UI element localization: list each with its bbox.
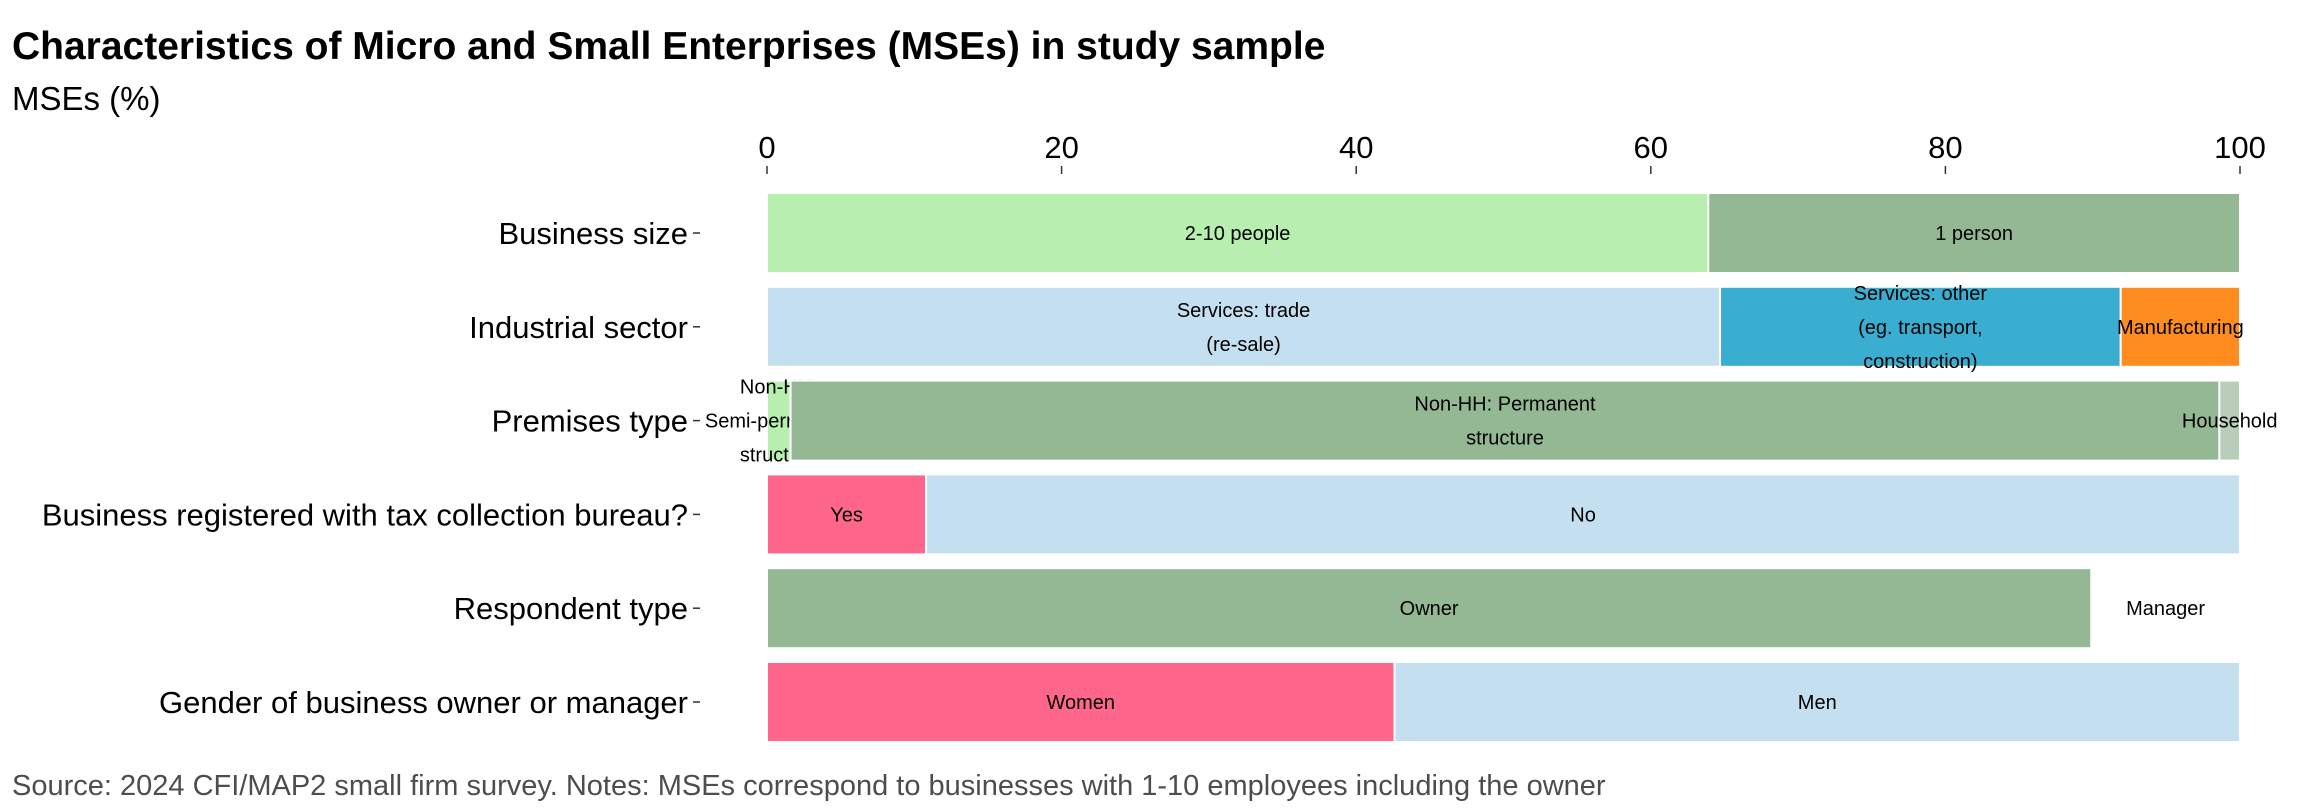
category-label: Business registered with tax collection … [42, 497, 688, 532]
bar-segment [1393, 661, 2242, 743]
category-label: Respondent type [454, 591, 688, 626]
bar-row: Gender of business owner or manager Women… [159, 661, 2242, 743]
bar-row: Business size 2-10 people 1 person [498, 192, 2241, 274]
bar-rows: Business size 2-10 people 1 person Industri… [42, 192, 2278, 743]
x-tick-label: 20 [1044, 130, 1078, 165]
x-tick-label: 60 [1634, 130, 1668, 165]
bar-segment [2218, 379, 2241, 462]
bar-row: Business registered with tax collection … [42, 473, 2241, 556]
x-tick-label: 40 [1339, 130, 1373, 165]
segment-label: Household [2182, 411, 2278, 433]
segment-label: Women [1046, 692, 1115, 714]
bar-segment [766, 661, 1396, 743]
segment-label: (re-sale) [1206, 334, 1280, 356]
bar-row: Respondent type Owner Manager [454, 567, 2240, 650]
segment-label: Manager [2126, 598, 2205, 620]
segment-label: Non-HH: Permanent [1414, 394, 1596, 416]
x-tick-label: 0 [758, 130, 775, 165]
bar-row: Premises typeNon-HH:Semi-permanentstruct… [492, 377, 2278, 467]
segment-label: Services: other [1854, 283, 1988, 305]
segment-label: Manufacturing [2117, 317, 2244, 339]
category-label: Premises type [492, 404, 688, 439]
chart-caption: Source: 2024 CFI/MAP2 small firm survey.… [12, 770, 1606, 802]
segment-label: No [1570, 504, 1596, 526]
segment-label: 2-10 people [1185, 223, 1291, 245]
segment-label: Services: trade [1177, 300, 1310, 322]
segment-label: (eg. transport, [1858, 317, 1983, 339]
chart-title: Characteristics of Micro and Small Enter… [12, 25, 1325, 68]
bar-segment [1707, 192, 2241, 274]
x-tick-label: 80 [1928, 130, 1962, 165]
bar-segment [2119, 285, 2242, 368]
bar-segment [2091, 568, 2240, 649]
segment-label: construction) [1863, 351, 1978, 373]
category-label: Gender of business owner or manager [159, 685, 688, 720]
segment-label: Men [1798, 692, 1837, 714]
segment-label: 1 person [1935, 223, 2013, 245]
bar-segment [789, 379, 2221, 462]
category-label: Business size [498, 216, 688, 251]
segment-label: Yes [830, 504, 863, 526]
bar-segment [925, 473, 2241, 556]
chart-subtitle: MSEs (%) [12, 80, 161, 117]
segment-label: Owner [1400, 598, 1459, 620]
x-tick-label: 100 [2214, 130, 2266, 165]
bar-segment [766, 192, 1710, 274]
segment-label: structure [1466, 428, 1544, 450]
bar-row: Industrial sector Services: trade (re-sale… [469, 283, 2244, 373]
x-axis: 0 20 40 60 80 100 [758, 130, 2266, 174]
category-label: Industrial sector [469, 310, 688, 345]
